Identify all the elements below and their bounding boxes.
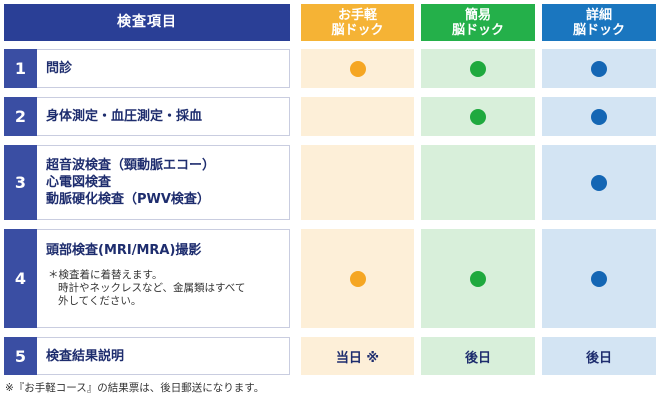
exam-item: 超音波検査（頸動脈エコー） 心電図検査 動脈硬化検査（PWV検査） [37, 145, 290, 220]
detail-cell [542, 49, 656, 88]
simple-cell [421, 229, 535, 328]
exam-item-label: 動脈硬化検査（PWV検査） [46, 192, 210, 207]
detail-cell: 後日 [542, 337, 656, 375]
header-detail-line2: 脳ドック [572, 22, 625, 38]
simple-cell [421, 145, 535, 220]
exam-item-label: 超音波検査（頸動脈エコー） [46, 158, 216, 173]
row-number: 1 [4, 49, 37, 88]
result-timing: 当日 ※ [335, 350, 380, 366]
header-simple-line2: 脳ドック [451, 22, 504, 38]
exam-item: 問診 [37, 49, 290, 88]
simple-cell: 後日 [421, 337, 535, 375]
included-dot-icon [470, 108, 486, 125]
simple-cell [421, 49, 535, 88]
included-dot-icon [470, 60, 486, 77]
row-number: 5 [4, 337, 37, 375]
easy-cell [301, 49, 414, 88]
exam-item: 頭部検査(MRI/MRA)撮影 ＊検査着に着替えます。 時計やネックレスなど、金… [37, 229, 290, 328]
included-dot-icon [470, 270, 486, 287]
header-exam-items: 検査項目 [4, 4, 290, 41]
exam-item: 検査結果説明 [37, 337, 290, 375]
included-dot-icon [591, 60, 607, 77]
detail-cell [542, 97, 656, 136]
included-dot-icon [349, 270, 366, 287]
exam-item-label: 頭部検査(MRI/MRA)撮影 [46, 242, 202, 258]
exam-item-note-line: 外してください。 [58, 294, 142, 307]
exam-item-label: 検査結果説明 [46, 348, 125, 364]
row-number: 2 [4, 97, 37, 136]
easy-cell: 当日 ※ [301, 337, 414, 375]
row-number: 3 [4, 145, 37, 220]
exam-item-note-line: 時計やネックレスなど、金属類はすべて [58, 281, 246, 294]
exam-item-note-line: ＊検査着に着替えます。 [48, 268, 163, 281]
exam-item: 身体測定・血圧測定・採血 [37, 97, 290, 136]
result-timing: 後日 [585, 350, 612, 366]
detail-cell [542, 229, 656, 328]
exam-item-label: 問診 [46, 61, 73, 76]
included-dot-icon [349, 60, 366, 77]
included-dot-icon [591, 174, 607, 191]
header-easy-course: お手軽 脳ドック [301, 4, 414, 41]
row-number: 4 [4, 229, 37, 328]
exam-item-note: ＊検査着に着替えます。 時計やネックレスなど、金属類はすべて 外してください。 [46, 269, 289, 308]
exam-item-label: 身体測定・血圧測定・採血 [46, 109, 203, 124]
header-detail-course: 詳細 脳ドック [542, 4, 656, 41]
header-detail-line1: 詳細 [585, 7, 612, 23]
easy-cell [301, 145, 414, 220]
exam-item-label: 心電図検査 [46, 175, 112, 190]
included-dot-icon [591, 108, 607, 125]
simple-cell [421, 97, 535, 136]
header-easy-line1: お手軽 [337, 7, 377, 23]
header-simple-line1: 簡易 [464, 7, 491, 23]
result-timing: 後日 [464, 350, 491, 366]
header-exam-items-label: 検査項目 [117, 14, 177, 30]
included-dot-icon [591, 270, 607, 287]
header-easy-line2: 脳ドック [331, 22, 384, 38]
footnote: ※『お手軽コース』の結果票は、後日郵送になります。 [5, 382, 265, 394]
easy-cell [301, 97, 414, 136]
header-simple-course: 簡易 脳ドック [421, 4, 535, 41]
detail-cell [542, 145, 656, 220]
easy-cell [301, 229, 414, 328]
